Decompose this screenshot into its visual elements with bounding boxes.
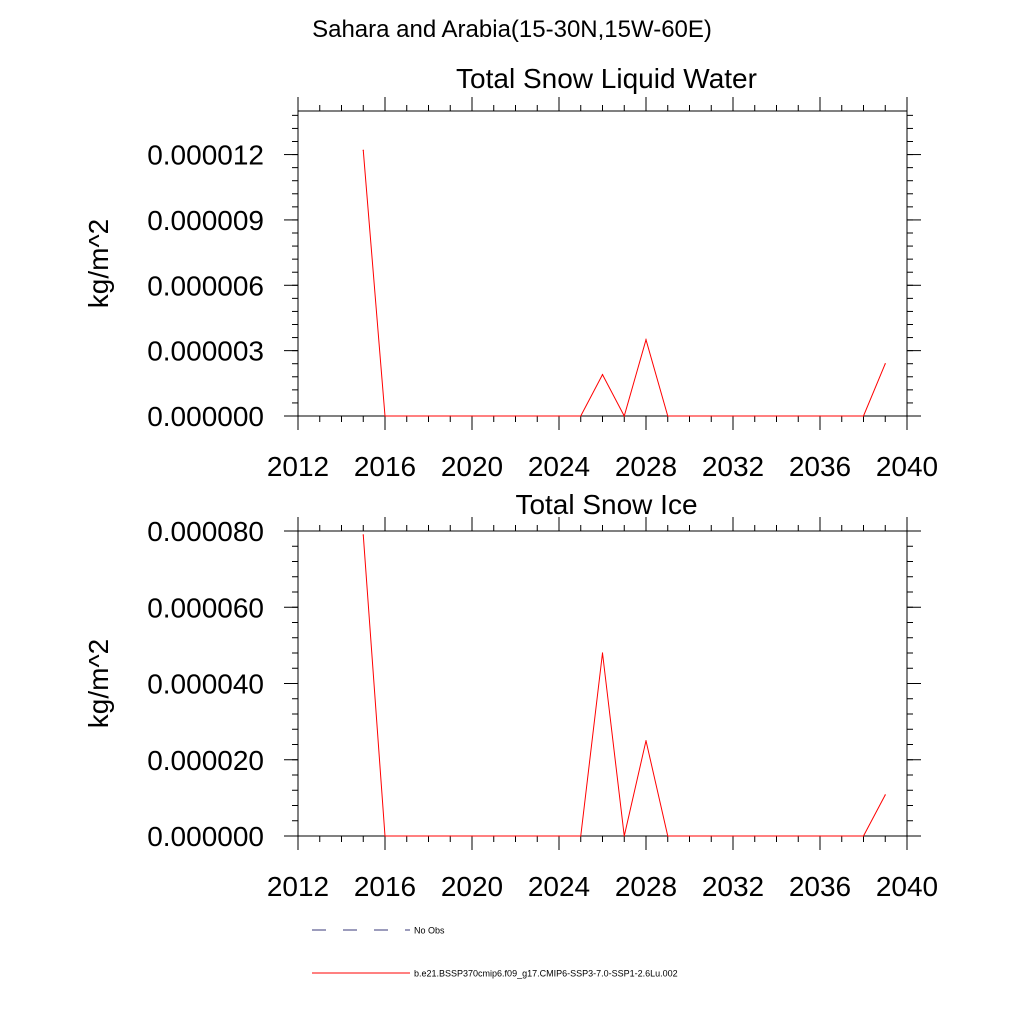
- data-point: [688, 415, 691, 417]
- data-point: [558, 415, 560, 417]
- panel-snow-liquid-water: Total Snow Liquid Water kg/m^2 2012 2016 202…: [83, 63, 938, 482]
- data-point: [623, 835, 625, 837]
- data-point: [797, 835, 799, 837]
- data-point: [471, 835, 473, 837]
- y-tick-label: 0.000080: [147, 516, 264, 547]
- x-tick-label: 2028: [615, 451, 677, 482]
- chart-title: Total Snow Liquid Water: [456, 63, 757, 94]
- data-point: [754, 835, 756, 837]
- data-point: [384, 415, 386, 417]
- y-tick-label: 0.000009: [147, 205, 264, 236]
- data-point: [862, 835, 865, 837]
- x-tick-label: 2032: [702, 871, 764, 902]
- data-point: [601, 652, 604, 654]
- data-point: [536, 415, 538, 417]
- x-tick-label: 2028: [615, 871, 677, 902]
- data-point: [427, 835, 430, 837]
- data-point: [884, 363, 886, 365]
- data-point: [710, 835, 712, 837]
- y-tick-label: 0.000020: [147, 745, 264, 776]
- x-tick-label: 2036: [789, 871, 851, 902]
- page-title: Sahara and Arabia(15-30N,15W-60E): [312, 16, 712, 43]
- data-point: [536, 835, 538, 837]
- y-tick-label: 0.000012: [147, 140, 264, 171]
- data-point: [493, 835, 495, 837]
- x-tick-label: 2036: [789, 451, 851, 482]
- panel-snow-ice: Total Snow Ice kg/m^2 2012 2016 2020 2024 2028…: [83, 489, 938, 902]
- data-point: [384, 835, 386, 837]
- data-point: [645, 339, 647, 341]
- data-point: [427, 415, 430, 417]
- x-tick-label: 2040: [876, 871, 938, 902]
- data-point: [775, 415, 778, 417]
- chart-title: Total Snow Ice: [515, 489, 697, 520]
- data-point: [862, 415, 865, 417]
- data-point: [754, 415, 756, 417]
- data-point: [406, 835, 408, 837]
- series-line: [362, 150, 886, 418]
- data-point: [667, 835, 669, 837]
- data-point: [645, 740, 647, 742]
- data-point: [819, 415, 821, 417]
- y-tick-label: 0.000006: [147, 270, 264, 301]
- y-axis-label: kg/m^2: [83, 219, 114, 308]
- x-tick-label: 2032: [702, 451, 764, 482]
- y-tick-label: 0.000040: [147, 669, 264, 700]
- plot-frame: [297, 530, 908, 837]
- y-tick-label: 0.000060: [147, 592, 264, 623]
- x-tick-label: 2016: [354, 451, 416, 482]
- data-point: [580, 415, 582, 417]
- data-point: [514, 835, 517, 837]
- data-point: [710, 415, 712, 417]
- data-point: [797, 415, 799, 417]
- data-point: [623, 415, 625, 417]
- data-point: [471, 415, 473, 417]
- data-point: [449, 415, 451, 417]
- data-point: [580, 835, 582, 837]
- data-point: [362, 534, 364, 536]
- plot-frame: [297, 110, 908, 417]
- x-tick-label: 2016: [354, 871, 416, 902]
- data-point: [732, 415, 734, 417]
- y-axis-label: kg/m^2: [83, 639, 114, 728]
- series-line: [362, 534, 886, 837]
- y-tick-label: 0.000000: [147, 821, 264, 852]
- x-tick-label: 2020: [441, 451, 503, 482]
- y-tick-label: 0.000000: [147, 401, 264, 432]
- data-point: [406, 415, 408, 417]
- data-point: [667, 415, 669, 417]
- x-tick-label: 2020: [441, 871, 503, 902]
- data-point: [732, 835, 734, 837]
- x-tick-label: 2040: [876, 451, 938, 482]
- data-point: [493, 415, 495, 417]
- data-point: [819, 835, 821, 837]
- legend-label: No Obs: [414, 926, 445, 936]
- data-point: [449, 835, 451, 837]
- data-point: [601, 374, 604, 376]
- data-point: [688, 835, 691, 837]
- legend-label: b.e21.BSSP370cmip6.f09_g17.CMIP6-SSP3-7.…: [414, 969, 678, 979]
- legend: No Obs b.e21.BSSP370cmip6.f09_g17.CMIP6-S…: [312, 926, 678, 979]
- data-point: [884, 794, 886, 796]
- y-tick-label: 0.000003: [147, 336, 264, 367]
- data-point: [841, 835, 843, 837]
- x-tick-label: 2012: [267, 451, 329, 482]
- data-point: [775, 835, 778, 837]
- x-tick-label: 2024: [528, 451, 590, 482]
- data-point: [841, 415, 843, 417]
- x-tick-label: 2012: [267, 871, 329, 902]
- x-tick-label: 2024: [528, 871, 590, 902]
- data-point: [514, 415, 517, 417]
- data-point: [362, 149, 364, 151]
- data-point: [558, 835, 560, 837]
